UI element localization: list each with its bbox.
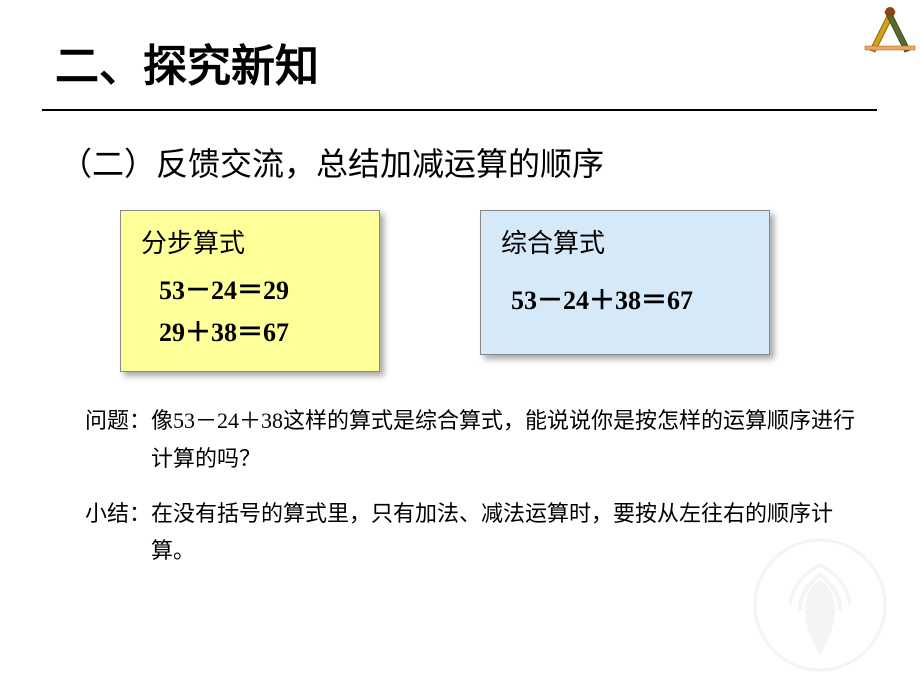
- combined-expression-box: 综合算式 53－24＋38＝67: [480, 210, 770, 355]
- compass-icon: [860, 0, 920, 60]
- box-left-expr2: 29＋38＝67: [159, 312, 349, 354]
- box-right-title: 综合算式: [501, 223, 739, 260]
- summary-text: 在没有括号的算式里，只有加法、减法运算时，要按从左往右的顺序计算。: [151, 495, 860, 570]
- box-left-title: 分步算式: [141, 223, 349, 260]
- question-text: 像53－24＋38这样的算式是综合算式，能说说你是按怎样的运算顺序进行计算的吗？: [151, 402, 860, 477]
- sub-title: （二）反馈交流，总结加减运算的顺序: [60, 139, 920, 185]
- summary-label: 小结：: [85, 495, 151, 570]
- box-right-expr1: 53－24＋38＝67: [511, 280, 739, 322]
- title-divider: [42, 109, 877, 111]
- box-left-expr1: 53－24＝29: [159, 270, 349, 312]
- question-label: 问题：: [85, 402, 151, 477]
- question-section: 问题： 像53－24＋38这样的算式是综合算式，能说说你是按怎样的运算顺序进行计…: [85, 402, 860, 570]
- question-line: 问题： 像53－24＋38这样的算式是综合算式，能说说你是按怎样的运算顺序进行计…: [85, 402, 860, 477]
- step-expression-box: 分步算式 53－24＝29 29＋38＝67: [120, 210, 380, 372]
- slide-container: 二、探究新知 （二）反馈交流，总结加减运算的顺序 分步算式 53－24＝29 2…: [0, 0, 920, 690]
- summary-line: 小结： 在没有括号的算式里，只有加法、减法运算时，要按从左往右的顺序计算。: [85, 495, 860, 570]
- main-title: 二、探究新知: [55, 30, 920, 94]
- boxes-container: 分步算式 53－24＝29 29＋38＝67 综合算式 53－24＋38＝67: [120, 210, 920, 372]
